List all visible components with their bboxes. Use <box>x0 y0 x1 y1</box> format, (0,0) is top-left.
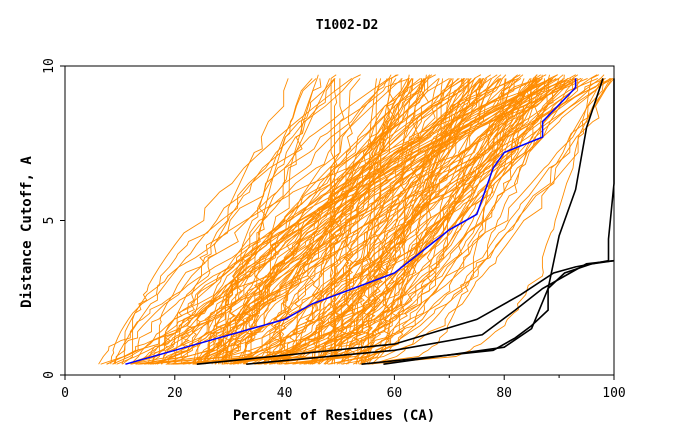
y-axis-label: Distance Cutoff, A <box>19 156 35 308</box>
background-model-line <box>168 78 482 365</box>
background-model-line <box>116 77 598 365</box>
background-model-line <box>135 78 465 365</box>
background-model-line <box>363 78 484 365</box>
background-model-line <box>152 74 598 365</box>
background-model-line <box>361 78 507 365</box>
background-model-line <box>254 78 421 365</box>
x-tick-label: 0 <box>61 386 69 401</box>
background-model-line <box>174 78 335 365</box>
background-model-line <box>106 74 399 365</box>
background-model-line <box>193 77 575 365</box>
y-axis-ticks: 0 5 10 <box>42 58 65 379</box>
background-model-line <box>110 74 564 365</box>
background-model-line <box>227 78 560 365</box>
background-model-line <box>130 78 576 365</box>
background-model-line <box>230 78 469 365</box>
background-model-line <box>360 78 531 365</box>
background-model-line <box>352 78 525 365</box>
background-model-line <box>263 74 498 365</box>
background-model-line <box>147 77 410 365</box>
background-model-line <box>311 78 550 365</box>
background-model-line <box>278 78 603 365</box>
background-model-line <box>161 78 565 365</box>
background-model-line <box>371 78 611 365</box>
x-tick-label: 20 <box>167 386 183 401</box>
background-model-line <box>171 78 331 365</box>
background-model-line <box>303 78 507 365</box>
background-model-line <box>259 78 568 365</box>
chart-title: T1002-D2 <box>316 18 379 33</box>
y-tick-label: 0 <box>42 371 57 379</box>
highlight-line <box>125 78 577 365</box>
background-model-line <box>367 74 600 365</box>
reference-model-lines <box>196 78 615 365</box>
background-model-line <box>225 77 582 365</box>
background-model-line <box>166 78 468 365</box>
reference-line-ref-3 <box>196 78 615 365</box>
background-model-line <box>257 78 579 365</box>
background-model-line <box>245 74 605 365</box>
background-model-line <box>347 78 551 365</box>
x-tick-label: 60 <box>387 386 403 401</box>
background-model-line <box>194 78 413 365</box>
background-model-line <box>106 78 569 365</box>
reference-line-ref-1 <box>361 259 615 365</box>
reference-line-ref-4 <box>383 78 604 365</box>
background-model-line <box>139 78 577 365</box>
background-model-line <box>114 74 392 365</box>
x-axis-ticks: 0 20 40 60 80 100 <box>61 375 626 401</box>
background-model-line <box>343 78 572 365</box>
background-model-line <box>180 78 403 365</box>
background-model-line <box>172 78 532 365</box>
background-model-line <box>330 77 606 365</box>
background-model-line <box>137 78 538 365</box>
background-model-line <box>215 77 539 365</box>
background-model-line <box>328 78 604 365</box>
x-tick-label: 100 <box>602 386 625 401</box>
background-model-line <box>328 74 551 365</box>
y-tick-label: 5 <box>42 217 57 225</box>
background-model-line <box>257 74 558 365</box>
background-model-line <box>305 78 575 365</box>
background-model-line <box>131 78 611 365</box>
y-tick-label: 10 <box>42 58 57 74</box>
background-model-line <box>195 78 545 365</box>
background-model-line <box>311 78 550 365</box>
background-model-line <box>149 74 542 365</box>
background-model-line <box>192 78 605 365</box>
background-model-line <box>221 78 317 365</box>
highlight-model-line <box>125 78 577 365</box>
background-model-line <box>130 78 476 365</box>
x-tick-label: 40 <box>277 386 293 401</box>
background-model-line <box>341 78 564 365</box>
background-model-line <box>161 78 423 365</box>
background-model-line <box>371 78 430 365</box>
background-model-line <box>98 77 552 365</box>
x-axis-label: Percent of Residues (CA) <box>233 408 435 424</box>
background-model-line <box>278 78 535 365</box>
background-model-line <box>240 77 612 365</box>
background-model-line <box>287 78 453 365</box>
x-tick-label: 80 <box>496 386 512 401</box>
